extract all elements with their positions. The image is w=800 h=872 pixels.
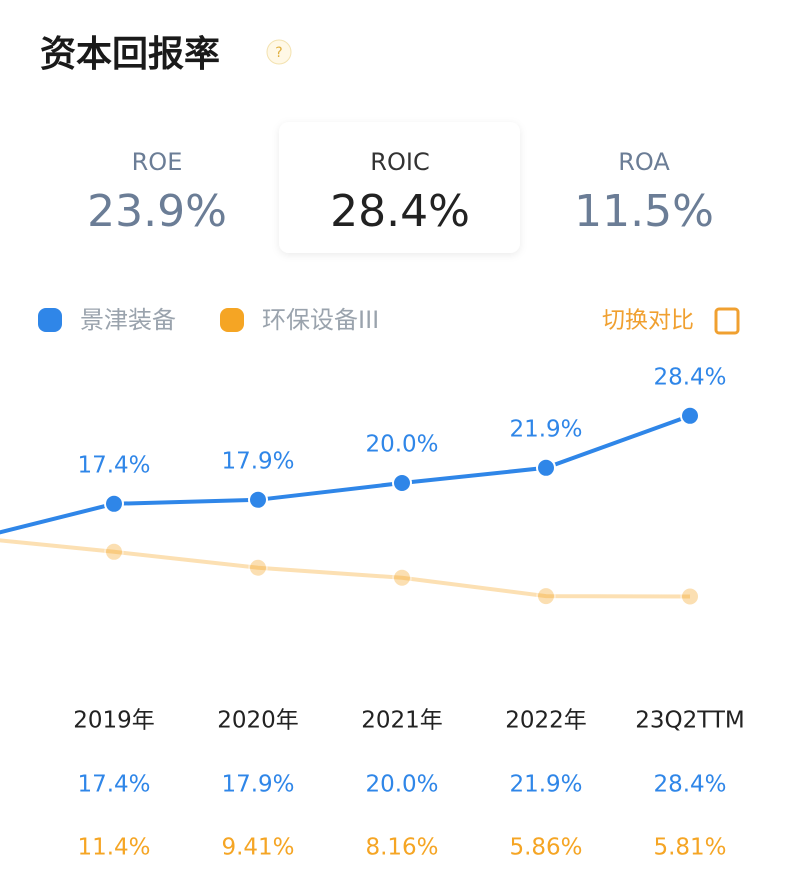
column-header: 2019年 <box>73 708 155 734</box>
metric-label[interactable]: ROE <box>132 148 183 176</box>
legend-label: 景津装备 <box>80 306 176 334</box>
help-icon[interactable] <box>266 39 292 65</box>
data-point <box>392 567 412 588</box>
data-point <box>680 405 700 426</box>
metric-label[interactable]: ROA <box>618 148 670 176</box>
metric-value[interactable]: 23.9% <box>87 186 227 237</box>
data-point <box>392 473 412 493</box>
table-cell: 17.4% <box>77 772 150 798</box>
data-point <box>536 457 556 478</box>
data-point <box>248 489 268 510</box>
column-header: 23Q2TTM <box>635 708 745 734</box>
data-point <box>680 586 700 607</box>
legend-label: 环保设备III <box>262 306 379 334</box>
data-point <box>248 557 268 578</box>
legend: 景津装备 环保设备III <box>38 306 379 334</box>
data-label: 21.9% <box>509 416 582 442</box>
table-cell: 5.86% <box>509 835 582 861</box>
compare-button[interactable]: 切换对比 <box>602 308 694 334</box>
table-cell: 11.4% <box>77 835 150 861</box>
series-line <box>0 413 691 535</box>
legend-swatch <box>38 308 62 332</box>
table-cell: 17.9% <box>221 772 294 798</box>
series-line <box>0 538 691 599</box>
metric-label[interactable]: ROIC <box>370 148 429 176</box>
compare-icon[interactable] <box>714 307 740 335</box>
column-header: 2021年 <box>361 708 443 734</box>
plot: 17.4% 17.9% 20.0% 21.9% 28.4% <box>0 364 727 607</box>
table-cell: 9.41% <box>221 835 294 861</box>
data-label: 17.4% <box>77 452 150 478</box>
table-cell: 21.9% <box>509 772 582 798</box>
metric-value[interactable]: 11.5% <box>574 186 714 237</box>
table-cell: 28.4% <box>653 772 726 798</box>
table-cell: 8.16% <box>365 835 438 861</box>
data-point <box>536 586 556 607</box>
selected-tab[interactable] <box>279 122 520 253</box>
table-cell: 5.81% <box>653 835 726 861</box>
page-title: 资本回报率 <box>40 34 220 75</box>
data-label: 28.4% <box>653 364 726 390</box>
data-label: 20.0% <box>365 432 438 458</box>
column-header: 2020年 <box>217 708 299 734</box>
table-cell: 20.0% <box>365 772 438 798</box>
data-point <box>104 541 124 562</box>
metric-value[interactable]: 28.4% <box>330 186 470 237</box>
legend-swatch <box>220 308 244 332</box>
help-text[interactable]: ? <box>275 45 282 61</box>
data-table: 2019年 17.4% 11.4% 2020年 17.9% 9.41% 2021年 20.0%… <box>73 708 745 861</box>
data-point <box>104 493 124 514</box>
data-label: 17.9% <box>221 448 294 474</box>
metric-tabs: ROE 23.9% ROIC 28.4% ROA 11.5% <box>87 148 714 237</box>
column-header: 2022年 <box>505 708 587 734</box>
